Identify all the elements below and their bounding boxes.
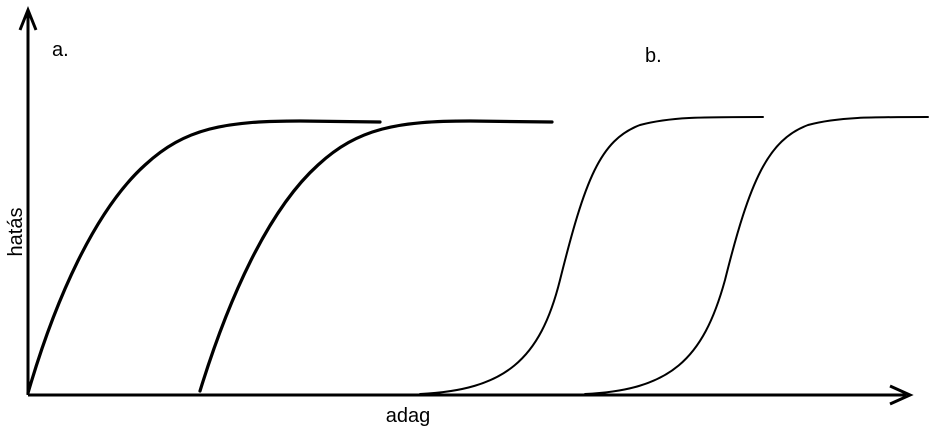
curve-a-2	[198, 119, 554, 393]
panel-label: a.	[52, 39, 69, 61]
curve-a-1	[26, 119, 382, 395]
curve-b-2	[584, 116, 929, 395]
x-axis-label: adag	[386, 405, 431, 427]
x-axis-arrow	[889, 384, 914, 406]
y-axis-arrow	[18, 5, 38, 31]
y-axis-label: hatás	[5, 208, 27, 257]
panel-label: b.	[645, 45, 662, 67]
curve-b-1	[419, 116, 764, 395]
